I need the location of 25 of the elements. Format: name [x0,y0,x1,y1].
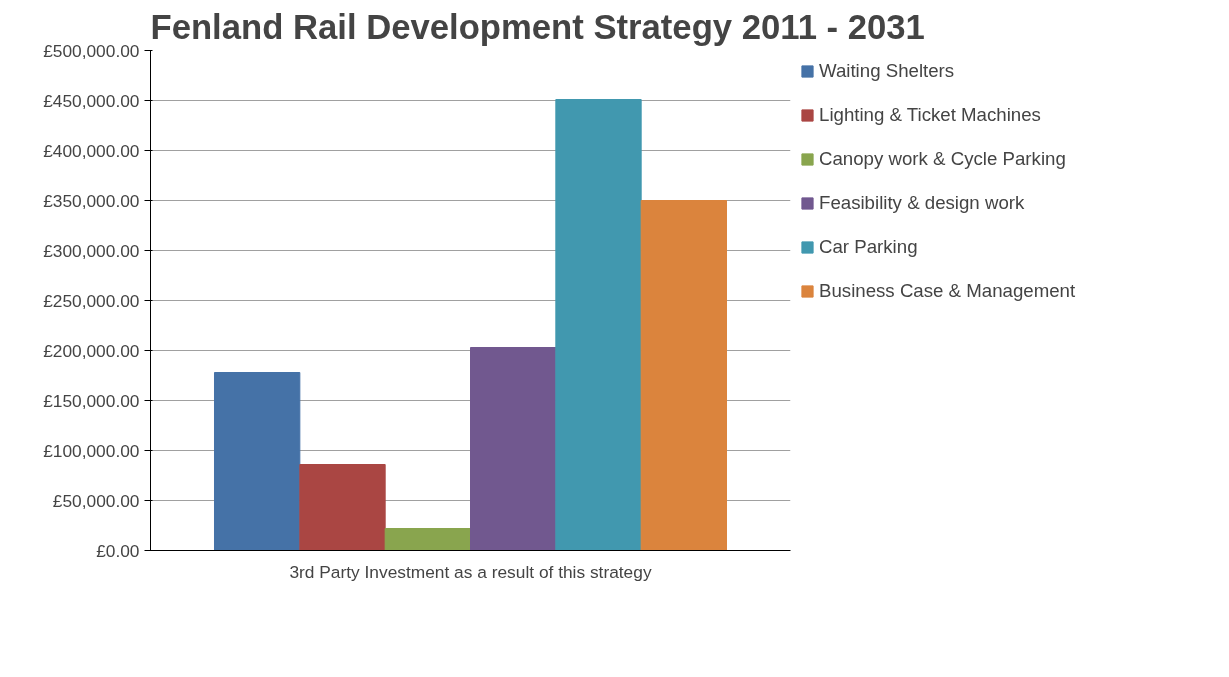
y-tick-label: £400,000.00 [43,140,140,161]
legend-label: Business Case & Management [819,280,1076,302]
y-tick-label: £150,000.00 [43,390,140,411]
y-tick-label: £500,000.00 [43,40,140,61]
y-tick-label: £450,000.00 [43,90,140,111]
y-tick-label: £200,000.00 [43,340,140,361]
legend-label: Feasibility & design work [819,192,1025,214]
chart-title: Fenland Rail Development Strategy 2011 - 2031 [150,7,925,46]
legend-label: Waiting Shelters [819,60,955,82]
legend-label: Canopy work & Cycle Parking [819,148,1066,170]
y-tick-label: £300,000.00 [43,240,140,261]
y-tick-label: £0.00 [96,540,140,561]
x-tick-label: 3rd Party Investment as a result of this strategy [289,561,652,582]
legend-label: Car Parking [819,236,918,258]
y-tick-label: £100,000.00 [43,440,140,461]
bar [299,464,386,551]
y-tick-label: £50,000.00 [52,490,140,511]
y-tick-label: £350,000.00 [43,190,140,211]
bar [384,528,471,551]
legend-label: Lighting & Ticket Machines [819,104,1041,126]
bar [470,347,557,551]
bar [214,372,301,551]
bar [555,99,642,551]
y-tick-label: £250,000.00 [43,290,140,311]
bar [640,200,727,551]
